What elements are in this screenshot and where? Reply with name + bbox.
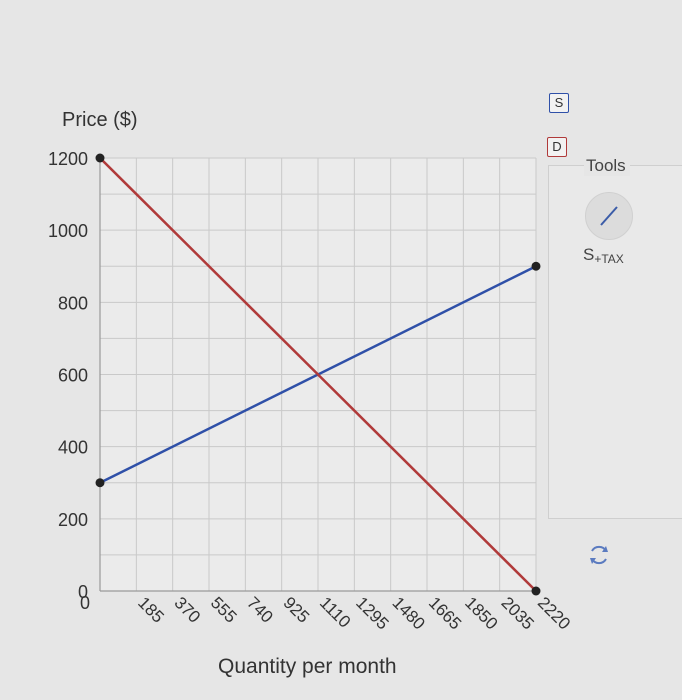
line-tool-icon <box>600 206 618 226</box>
x-tick-label: 1295 <box>352 593 392 633</box>
legend-demand-label: D <box>552 139 562 154</box>
legend-demand[interactable]: D <box>547 137 567 157</box>
y-tick-label: 200 <box>58 510 88 530</box>
tax-tool-sub: +TAX <box>594 252 624 266</box>
series-point-D <box>95 153 105 163</box>
y-tick-labels: 0 200 400 600 800 1000 1200 <box>48 149 88 602</box>
y-tick-label: 1200 <box>48 149 88 169</box>
y-tick-label: 0 <box>78 582 88 602</box>
y-tick-label: 800 <box>58 293 88 313</box>
x-axis-label: Quantity per month <box>218 655 397 678</box>
x-tick-label: 2035 <box>498 593 538 633</box>
x-tick-label: 1480 <box>389 593 429 633</box>
y-tick-label: 600 <box>58 366 88 386</box>
x-tick-label: 1665 <box>425 593 465 633</box>
x-tick-label: 1110 <box>316 593 354 631</box>
x-tick-label: 740 <box>243 593 276 626</box>
tax-tool-s: S <box>583 245 595 264</box>
tools-title: Tools <box>584 156 630 176</box>
x-tick-labels: 0 185 370 555 740 925 111012951480166518502035… <box>80 593 574 633</box>
y-tick-label: 400 <box>58 438 88 458</box>
legend-supply[interactable]: S <box>549 93 569 113</box>
x-tick-label: 370 <box>171 593 204 626</box>
tax-line-tool[interactable] <box>585 192 633 240</box>
chart-axes <box>99 158 536 592</box>
x-tick-label: 925 <box>280 593 313 626</box>
x-tick-label: 1850 <box>461 593 501 633</box>
x-tick-label: 2220 <box>534 593 574 633</box>
tax-tool-label: S+TAX <box>583 245 624 266</box>
x-tick-label: 555 <box>207 593 240 626</box>
series-point-S <box>95 478 105 488</box>
series-point-S <box>531 261 541 271</box>
legend-supply-label: S <box>554 95 564 110</box>
y-axis-label: Price ($) <box>62 109 138 131</box>
reset-icon[interactable] <box>584 540 614 570</box>
x-tick-label: 0 <box>80 593 90 613</box>
series-point-D <box>531 586 541 596</box>
chart-series <box>95 153 541 596</box>
series-line-D <box>99 157 537 592</box>
x-tick-label: 185 <box>134 593 167 626</box>
y-tick-label: 1000 <box>48 221 88 241</box>
